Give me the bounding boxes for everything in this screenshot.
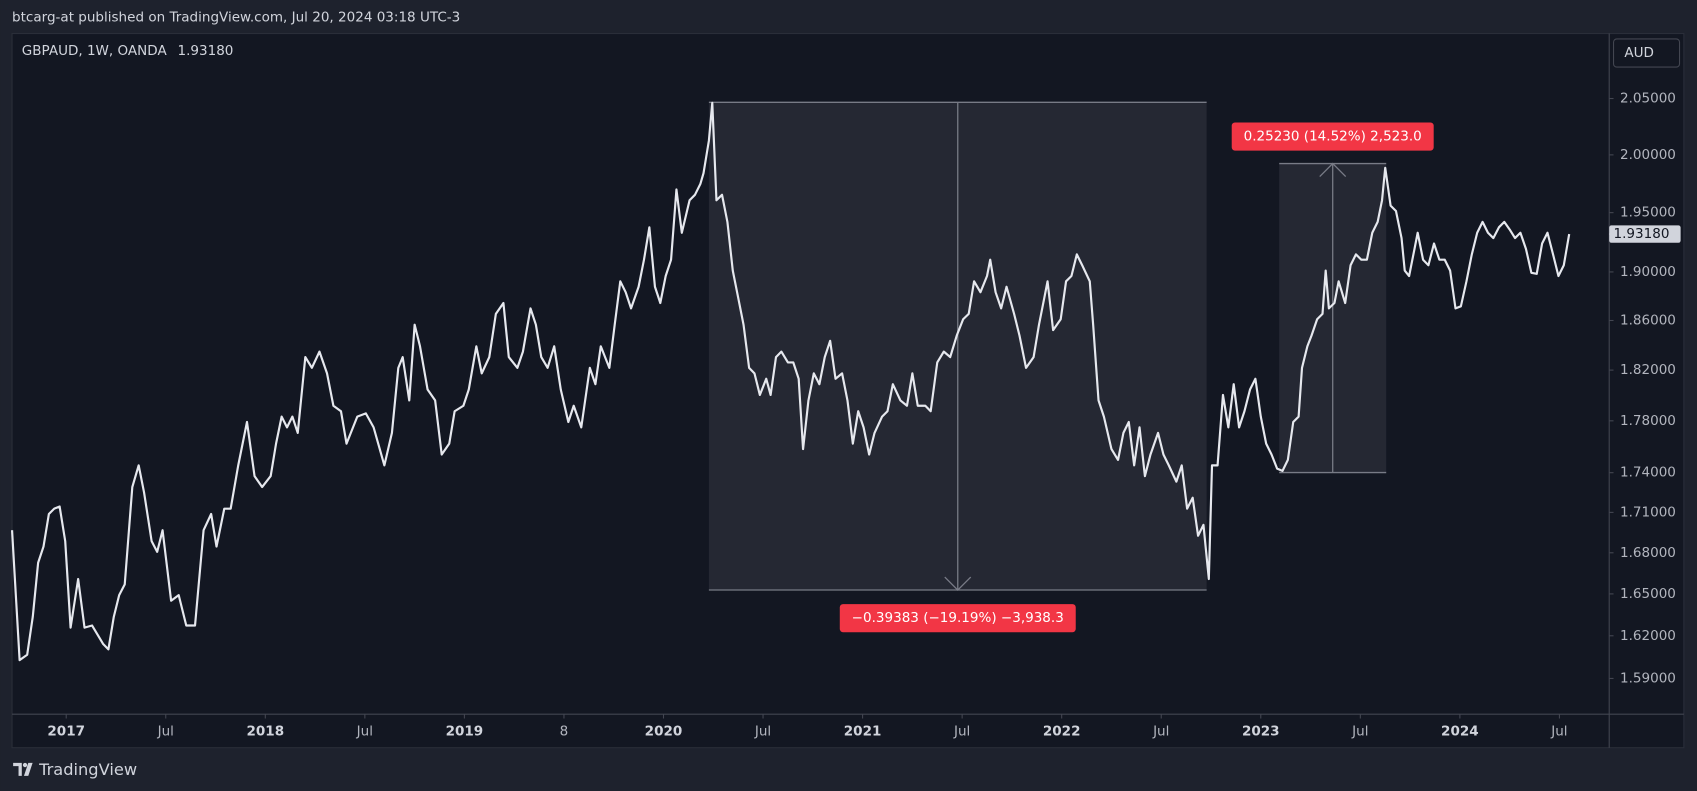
- x-tick-label: 2022: [1043, 723, 1081, 739]
- currency-label: AUD: [1624, 45, 1654, 61]
- y-tick-label: 1.62000: [1620, 628, 1676, 644]
- range-label-bg: [839, 604, 1076, 633]
- y-tick-label: 1.90000: [1620, 264, 1676, 280]
- y-tick-label: 1.71000: [1620, 504, 1676, 520]
- x-tick-label: Jul: [157, 723, 174, 739]
- x-tick-label: 2020: [645, 723, 683, 739]
- symbol-title: GBPAUD, 1W, OANDA: [22, 43, 168, 59]
- y-tick-label: 1.74000: [1620, 465, 1676, 481]
- x-tick-label: 2024: [1441, 723, 1479, 739]
- y-tick-label: 2.00000: [1620, 147, 1676, 163]
- x-tick-label: 2017: [47, 723, 85, 739]
- range-arrow-head: [1319, 162, 1347, 178]
- x-tick-label: 2021: [844, 723, 882, 739]
- x-tick-label: 2018: [246, 723, 284, 739]
- y-tick-label: 1.86000: [1620, 312, 1676, 328]
- y-tick-label: 2.05000: [1620, 91, 1676, 107]
- range-label-bg: [1231, 122, 1434, 151]
- brand-logo: [13, 762, 33, 776]
- y-tick-label: 1.82000: [1620, 362, 1676, 378]
- currency-button[interactable]: [1612, 38, 1681, 68]
- x-tick-label: 8: [560, 723, 569, 739]
- published-note: btcarg-at published on TradingView.com, …: [12, 9, 460, 25]
- last-price-header: 1.93180: [178, 43, 234, 59]
- brand-name: TradingView: [38, 760, 137, 779]
- y-tick-label: 1.95000: [1620, 205, 1676, 221]
- x-tick-label: Jul: [754, 723, 771, 739]
- y-tick-label: 1.65000: [1620, 586, 1676, 602]
- y-tick-label: 1.68000: [1620, 545, 1676, 561]
- last-price-tag: [1609, 225, 1681, 243]
- x-tick-label: Jul: [1351, 723, 1368, 739]
- price-line: [10, 101, 1571, 662]
- last-price-label: 1.93180: [1614, 226, 1670, 242]
- y-tick-label: 1.78000: [1620, 413, 1676, 429]
- range-arrow-head: [944, 576, 972, 591]
- range-label-text: −0.39383 (−19.19%) −3,938.3: [852, 610, 1064, 626]
- x-tick-label: Jul: [356, 723, 373, 739]
- y-tick-label: 1.59000: [1620, 670, 1676, 686]
- x-tick-label: Jul: [1550, 723, 1567, 739]
- x-tick-label: Jul: [953, 723, 970, 739]
- x-tick-label: 2023: [1242, 723, 1280, 739]
- range-label: 0.25230 (14.52%) 2,523.0: [1231, 122, 1434, 151]
- x-tick-label: 2019: [446, 723, 484, 739]
- range-label: −0.39383 (−19.19%) −3,938.3: [839, 604, 1076, 633]
- range-label-text: 0.25230 (14.52%) 2,523.0: [1244, 129, 1422, 145]
- x-tick-label: Jul: [1152, 723, 1169, 739]
